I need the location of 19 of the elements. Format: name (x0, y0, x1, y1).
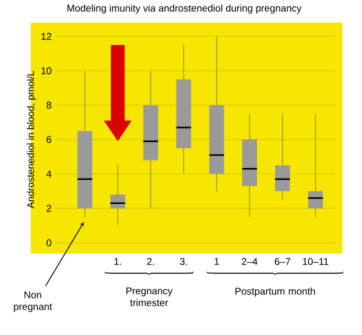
y-tick-label: 4 (46, 170, 52, 178)
y-tick-label: 8 (46, 102, 52, 109)
y-tick-label: 12 (42, 32, 52, 40)
y-axis-title: Androstenediol in blood, pmol/L (26, 71, 36, 208)
x-tick-label: 2. (147, 258, 154, 265)
chart-title: Modeling imunity via androstenediol during pregnancy (67, 4, 302, 14)
x-tick-label: 6–7 (274, 258, 290, 265)
y-tick-label: 0 (46, 239, 52, 246)
text: Pregnancy trimester (126, 287, 173, 306)
y-tick-label: 6 (46, 136, 52, 143)
y-tick-label: 10 (42, 67, 52, 74)
text: Non pregnant (14, 291, 52, 312)
text: Postpartum month (236, 287, 315, 297)
x-tick-label: 2–4 (242, 258, 258, 265)
y-tick-label: 2 (46, 204, 52, 212)
x-tick-label: 1. (114, 258, 121, 265)
x-tick-label: 3. (180, 258, 187, 265)
x-tick-label: 10–11 (302, 258, 328, 265)
x-tick-label: 1 (214, 258, 219, 265)
